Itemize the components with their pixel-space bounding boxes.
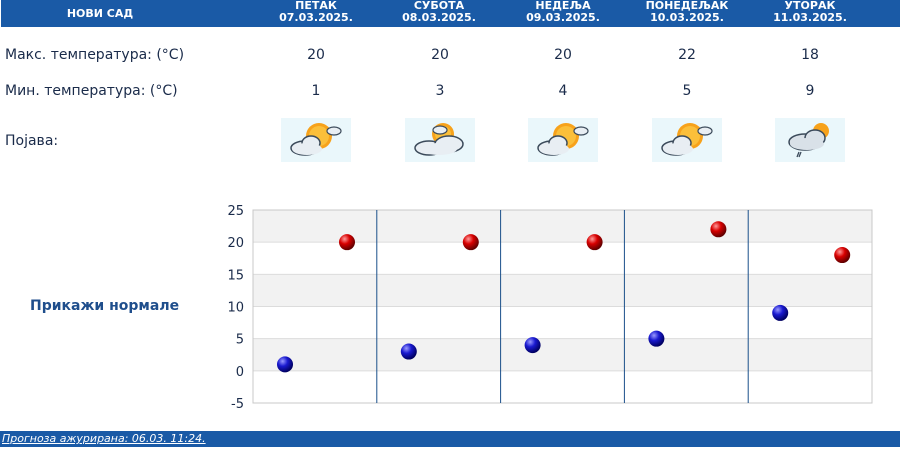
plot-frame xyxy=(252,209,873,404)
cloud-rain-icon xyxy=(775,118,845,162)
city-name: НОВИ САД xyxy=(66,7,134,20)
y-tick-label: 25 xyxy=(227,204,244,219)
day-name: ПОНЕДЕЉАК xyxy=(645,0,729,12)
day-date: 11.03.2025. xyxy=(773,11,847,24)
min-temp-value: 1 xyxy=(311,83,321,99)
min-temp-value: 5 xyxy=(682,83,692,99)
grid-band xyxy=(253,274,872,307)
max-temp-value: 20 xyxy=(431,47,449,63)
max-temp-point xyxy=(710,221,727,238)
grid-band xyxy=(253,210,872,243)
max-temp-value: 20 xyxy=(554,47,572,63)
max-temp-value: 20 xyxy=(307,47,325,63)
day-name: СУБОТА xyxy=(413,0,465,12)
grid-band xyxy=(253,338,872,371)
phenomenon-label: Појава: xyxy=(5,133,59,149)
day-date: 07.03.2025. xyxy=(279,11,353,24)
min-temp-point xyxy=(400,343,417,360)
forecast-header: НОВИ САД ПЕТАК 07.03.2025. СУБОТА 08.03.… xyxy=(0,0,900,27)
day-name: НЕДЕЉА xyxy=(535,0,591,12)
max-temp-point xyxy=(462,234,479,251)
max-temp-value: 18 xyxy=(801,47,819,63)
max-temp-point xyxy=(339,234,355,251)
max-temp-label: Макс. температура: (°C) xyxy=(5,47,185,63)
day-header-3: НЕДЕЉА 09.03.2025. xyxy=(503,0,623,27)
max-temp-value: 22 xyxy=(678,47,696,63)
grid-band xyxy=(253,242,872,275)
min-temp-point xyxy=(277,356,293,373)
day-date: 10.03.2025. xyxy=(650,11,724,24)
min-temp-value: 9 xyxy=(805,83,815,99)
sun-cloud-icon xyxy=(405,118,475,162)
max-temp-point xyxy=(834,247,851,264)
min-temp-label: Мин. температура: (°C) xyxy=(5,83,178,99)
day-date: 08.03.2025. xyxy=(402,11,476,24)
y-tick-label: -5 xyxy=(231,397,244,412)
day-header-4: ПОНЕДЕЉАК 10.03.2025. xyxy=(627,0,747,27)
sun-cloud-icon xyxy=(281,118,351,162)
y-tick-label: 15 xyxy=(227,268,244,283)
header-divider xyxy=(0,0,1,27)
show-normals-link[interactable]: Прикажи нормале xyxy=(30,298,180,314)
grid-band xyxy=(253,306,872,339)
day-header-1: ПЕТАК 07.03.2025. xyxy=(256,0,376,27)
y-tick-label: 10 xyxy=(227,301,244,316)
y-tick-label: 20 xyxy=(227,236,244,251)
day-header-2: СУБОТА 08.03.2025. xyxy=(379,0,499,27)
min-temp-value: 4 xyxy=(558,83,568,99)
sun-cloud-icon xyxy=(652,118,722,162)
max-temp-point xyxy=(586,234,603,251)
day-header-5: УТОРАК 11.03.2025. xyxy=(750,0,870,27)
day-date: 09.03.2025. xyxy=(526,11,600,24)
day-name: УТОРАК xyxy=(784,0,836,12)
y-tick-label: 5 xyxy=(236,333,244,348)
y-tick-label: 0 xyxy=(236,365,244,380)
sun-cloud-icon xyxy=(528,118,598,162)
min-temp-value: 3 xyxy=(435,83,445,99)
forecast-updated-text: Прогноза ажурирана: 06.03. 11:24. xyxy=(2,432,206,445)
min-temp-point xyxy=(648,330,665,347)
day-name: ПЕТАК xyxy=(295,0,337,12)
grid-band xyxy=(253,370,872,403)
min-temp-point xyxy=(524,337,541,354)
min-temp-point xyxy=(772,304,789,321)
footer-bar: Прогноза ажурирана: 06.03. 11:24. xyxy=(0,431,900,447)
